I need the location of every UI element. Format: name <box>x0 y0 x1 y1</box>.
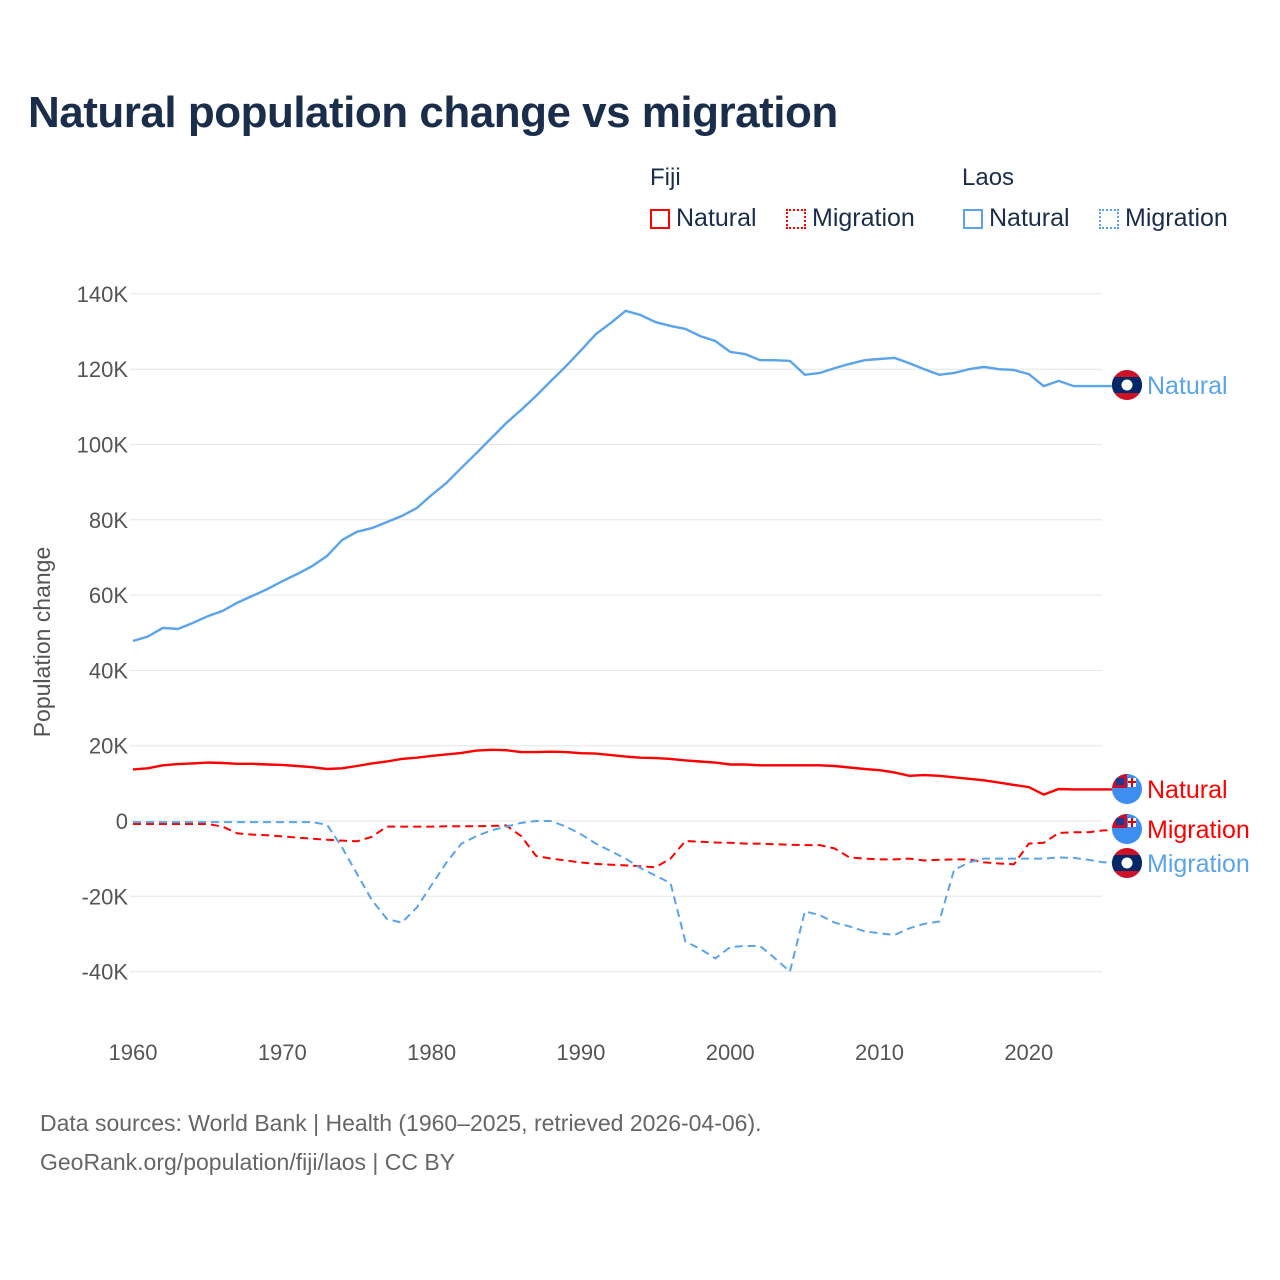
legend-fiji-natural[interactable]: Natural <box>650 204 757 233</box>
y-tick-label: 40K <box>89 658 128 683</box>
series-end-label: Natural <box>1147 372 1228 400</box>
y-tick-label: 100K <box>77 433 129 458</box>
y-tick-label: 140K <box>77 282 129 307</box>
y-tick-label: 0 <box>116 809 128 834</box>
legend-laos-migration[interactable]: Migration <box>1099 204 1228 233</box>
legend-swatch-dotted-blue <box>1099 208 1119 229</box>
x-tick-label: 1980 <box>407 1040 456 1065</box>
legend-label: Natural <box>989 204 1070 232</box>
series-end-label: Migration <box>1147 850 1250 878</box>
chart-title: Natural population change vs migration <box>28 88 838 137</box>
x-tick-label: 2020 <box>1004 1040 1053 1065</box>
series-line-fiji-natural <box>132 748 1112 796</box>
laos-flag-icon <box>1112 370 1142 400</box>
x-tick-label: 2010 <box>855 1040 904 1065</box>
y-tick-label: -40K <box>82 960 129 985</box>
legend-label: Migration <box>812 204 915 232</box>
x-tick-label: 1960 <box>109 1040 158 1065</box>
y-tick-label: -20K <box>82 884 129 909</box>
legend-laos-natural[interactable]: Natural <box>963 204 1070 233</box>
laos-flag-icon <box>1112 848 1142 878</box>
legend-swatch-solid-blue <box>963 208 983 229</box>
x-tick-label: 1990 <box>556 1040 605 1065</box>
series-end-label: Migration <box>1147 816 1250 844</box>
legend-swatch-dotted-red <box>786 208 806 229</box>
legend-group-laos: Laos <box>962 164 1015 191</box>
series-line-fiji-migration <box>133 823 1112 869</box>
source-text: Data sources: World Bank | Health (1960–… <box>40 1110 762 1136</box>
y-tick-label: 60K <box>89 583 128 608</box>
y-axis-label: Population change <box>29 547 55 738</box>
fiji-flag-icon <box>1112 814 1142 844</box>
x-tick-label: 2000 <box>706 1040 755 1065</box>
series-line-laos-migration <box>133 820 1112 974</box>
y-tick-label: 20K <box>89 734 128 759</box>
series-end-label: Natural <box>1147 776 1228 804</box>
legend-group-fiji: Fiji <box>650 164 681 191</box>
legend-swatch-solid-red <box>650 208 670 229</box>
x-tick-label: 1970 <box>258 1040 307 1065</box>
legend-fiji-migration[interactable]: Migration <box>786 204 915 233</box>
y-tick-label: 120K <box>77 357 129 382</box>
series-line-laos-natural <box>132 309 1112 643</box>
legend-label: Natural <box>676 204 757 232</box>
y-tick-label: 80K <box>89 508 128 533</box>
source-link[interactable]: GeoRank.org/population/fiji/laos | CC BY <box>40 1149 456 1175</box>
legend-label: Migration <box>1125 204 1228 232</box>
fiji-flag-icon <box>1112 774 1142 804</box>
